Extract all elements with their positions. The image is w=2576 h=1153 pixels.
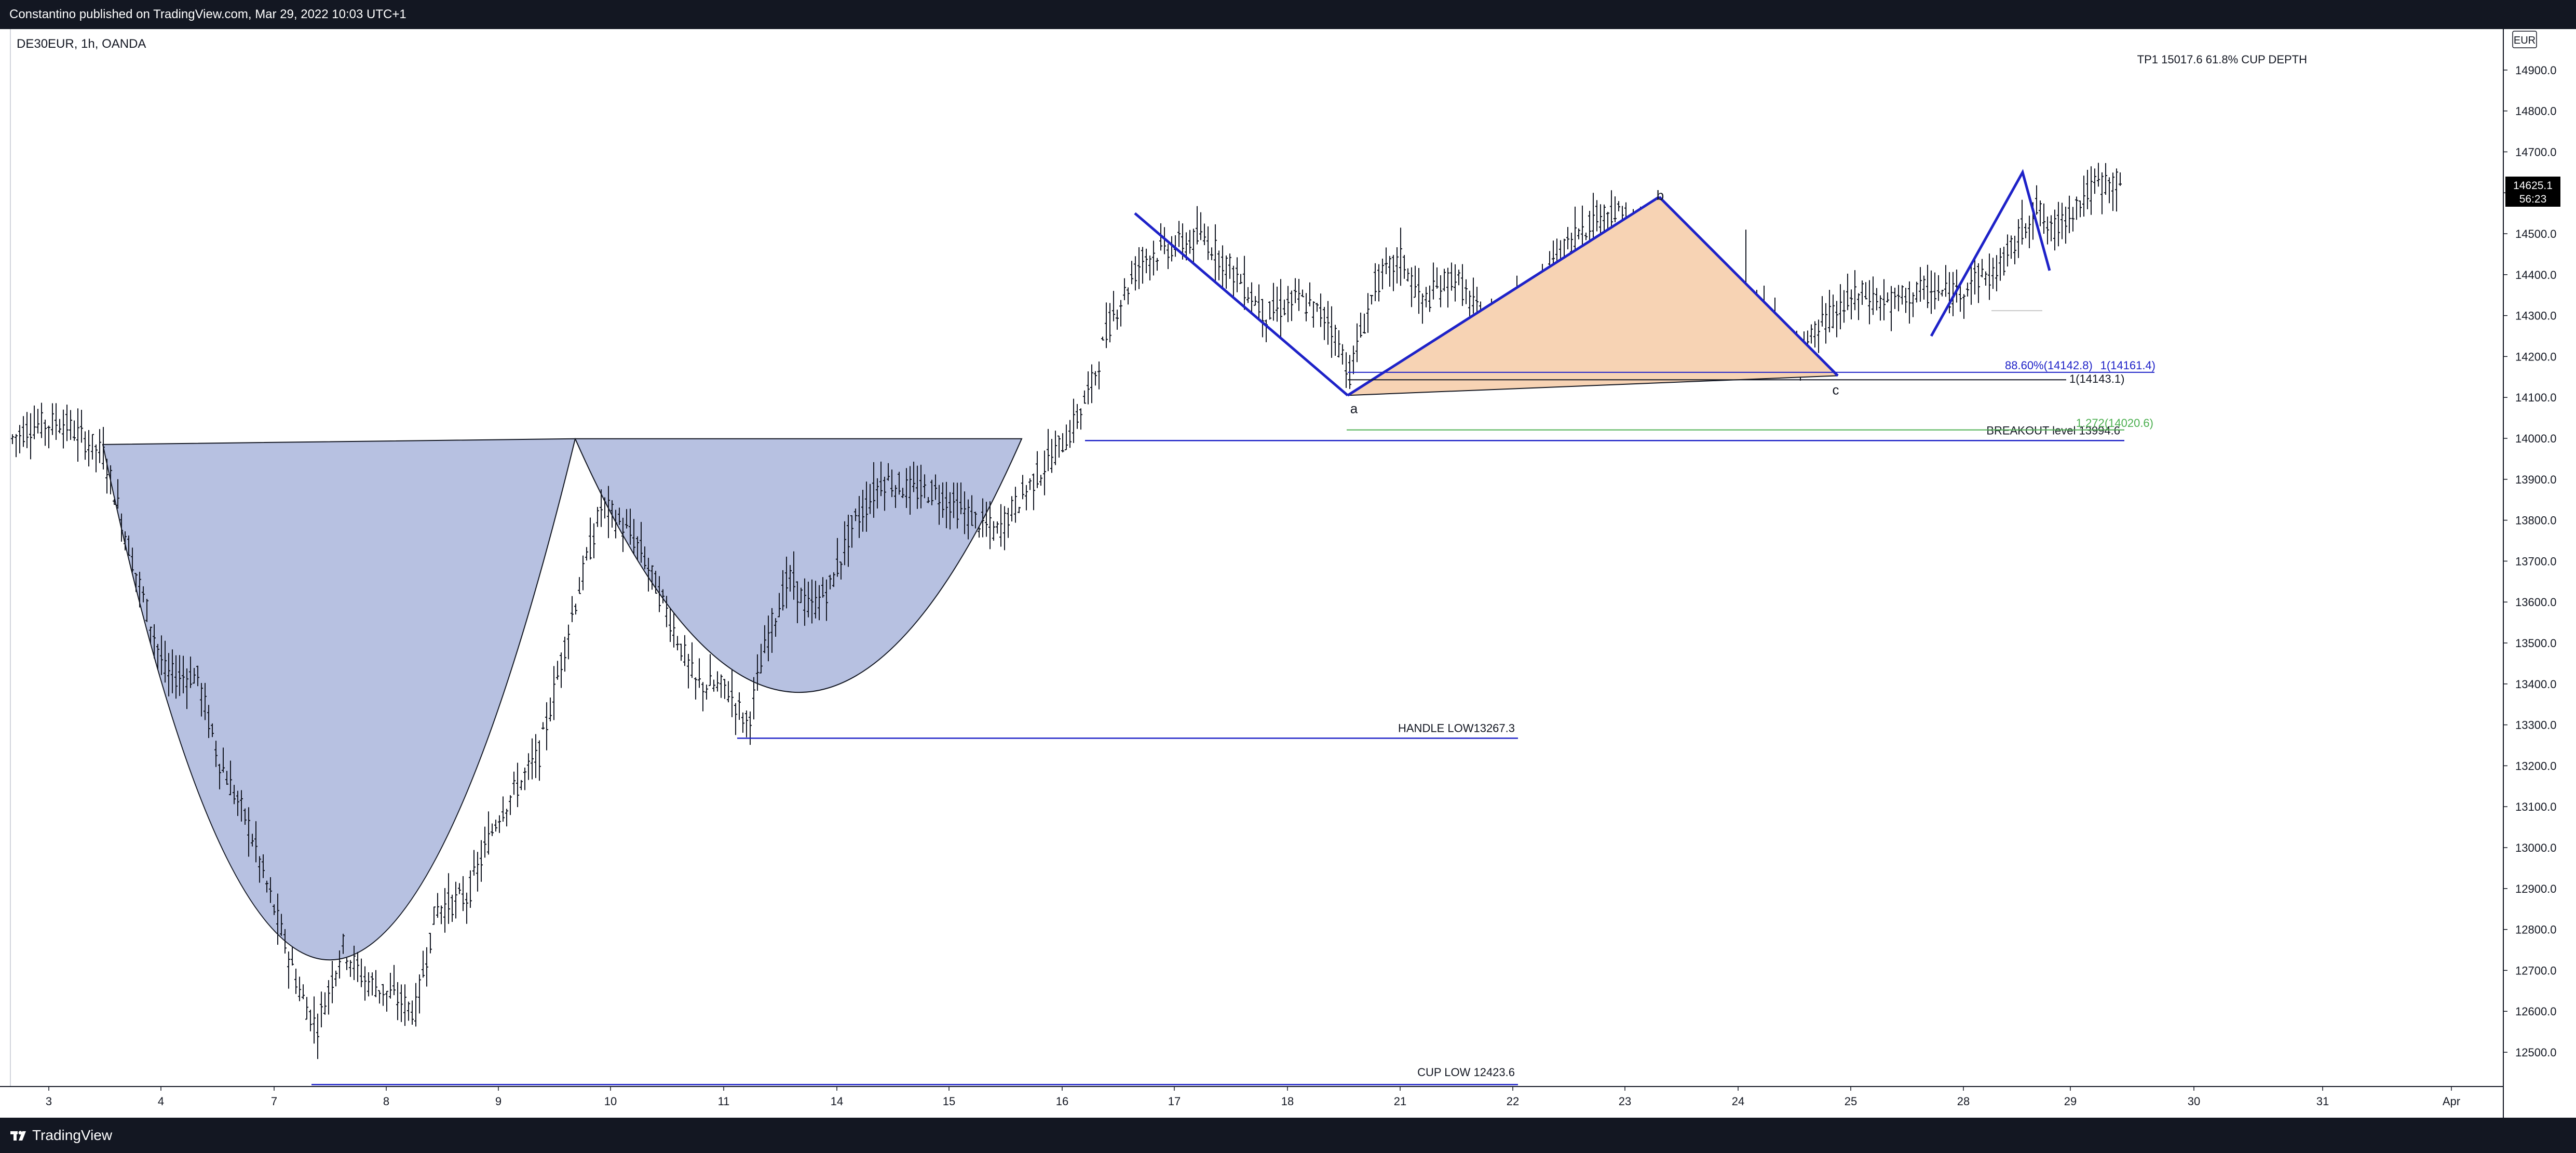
time-tick-label: 22: [1507, 1095, 1519, 1108]
currency-badge-box: [2512, 31, 2537, 48]
wave-x-to-a-line[interactable]: [1134, 212, 1349, 397]
recent-zigzag-line[interactable]: [1930, 169, 2051, 337]
time-tick-label: 9: [495, 1095, 501, 1108]
symbol-title: DE30EUR, 1h, OANDA: [17, 37, 146, 51]
wave-a-label: a: [1350, 400, 1358, 416]
tp1-label: TP1 15017.6 61.8% CUP DEPTH: [2137, 53, 2307, 66]
tradingview-logo-icon: [10, 1131, 26, 1141]
price-tick-label: 14200.0: [2515, 350, 2557, 363]
time-tick-label: 3: [46, 1095, 52, 1108]
footer-brand: TradingView: [32, 1127, 113, 1143]
price-tick-label: 12500.0: [2515, 1046, 2557, 1059]
price-tick-label: 14400.0: [2515, 269, 2557, 281]
time-tick-label: 4: [158, 1095, 164, 1108]
price-tick-label: 13200.0: [2515, 759, 2557, 772]
cup-shape[interactable]: [102, 438, 576, 961]
publish-bar: Constantino published on TradingView.com…: [0, 0, 2576, 29]
price-tick-label: 14100.0: [2515, 391, 2557, 404]
fib-1-label: 1(14143.1): [2069, 372, 2124, 385]
price-tick-label: 12900.0: [2515, 882, 2557, 895]
published-info: Constantino published on TradingView.com…: [9, 7, 406, 21]
time-tick-label: 14: [831, 1095, 843, 1108]
price-tick-label: 13400.0: [2515, 678, 2557, 691]
time-tick-label: 28: [1957, 1095, 1970, 1108]
footer-bar: TradingView: [0, 1118, 2576, 1153]
price-tick-label: 14700.0: [2515, 145, 2557, 158]
price-tick-label: 13500.0: [2515, 637, 2557, 650]
price-tick-label: 13900.0: [2515, 473, 2557, 486]
last-price-value: 14625.1: [2513, 180, 2553, 192]
last-price-label: 14625.1 56:23: [2505, 177, 2560, 207]
time-tick-label: 17: [1168, 1095, 1181, 1108]
price-tick-label: 13700.0: [2515, 555, 2557, 568]
price-tick-label: 13000.0: [2515, 841, 2557, 854]
wave-c-label: c: [1833, 382, 1839, 397]
time-tick-label: 15: [943, 1095, 955, 1108]
price-tick-label: 14900.0: [2515, 64, 2557, 77]
time-tick-label: 24: [1732, 1095, 1744, 1108]
price-tick-label: 14000.0: [2515, 432, 2557, 445]
time-tick-label: 16: [1056, 1095, 1068, 1108]
price-tick-label: 13100.0: [2515, 800, 2557, 813]
fib-ext-label: 1(14161.4): [2100, 359, 2155, 372]
time-tick-label: 7: [271, 1095, 277, 1108]
time-tick-label: 29: [2064, 1095, 2077, 1108]
time-tick-label: 11: [718, 1095, 730, 1108]
wave-b-to-c-line[interactable]: [1658, 196, 1839, 377]
time-tick-label: 31: [2316, 1095, 2329, 1108]
time-tick-label: 23: [1619, 1095, 1631, 1108]
time-tick-label: 8: [383, 1095, 389, 1108]
wave-b-label: b: [1657, 187, 1664, 203]
abc-triangle-fill[interactable]: [1348, 197, 1838, 396]
time-tick-label: 25: [1845, 1095, 1857, 1108]
time-tick-label: 21: [1394, 1095, 1406, 1108]
time-tick-label: Apr: [2443, 1095, 2460, 1108]
price-tick-label: 14800.0: [2515, 105, 2557, 118]
cup-low-label: CUP LOW 12423.6: [1417, 1066, 1515, 1079]
price-tick-label: 14300.0: [2515, 310, 2557, 323]
price-tick-label: 12600.0: [2515, 1005, 2557, 1018]
time-axis[interactable]: 3 4 7 8 9 10 11 14 15 16 17 18 21 22 23 24 25 28 29 30 31 Apr: [46, 1087, 2460, 1108]
currency-label: EUR: [2514, 35, 2536, 46]
price-tick-label: 12800.0: [2515, 923, 2557, 936]
time-tick-label: 30: [2188, 1095, 2200, 1108]
price-tick-label: 14500.0: [2515, 227, 2557, 240]
wave-a-to-b-line[interactable]: [1347, 195, 1660, 397]
price-tick-label: 12700.0: [2515, 964, 2557, 977]
last-price-box: [2505, 177, 2560, 207]
time-tick-label: 18: [1281, 1095, 1294, 1108]
bar-countdown: 56:23: [2519, 193, 2547, 205]
fib-886-label: 88.60%(14142.8): [2005, 359, 2093, 372]
time-tick-label: 10: [604, 1095, 617, 1108]
price-tick-label: 13800.0: [2515, 514, 2557, 527]
price-axis[interactable]: 12500.0 12600.0 12700.0 12800.0 12900.0 13000…: [2503, 64, 2557, 1059]
handle-low-label: HANDLE LOW13267.3: [1398, 721, 1515, 734]
price-tick-label: 13300.0: [2515, 719, 2557, 732]
price-tick-label: 13600.0: [2515, 596, 2557, 609]
fib-1272-label: 1.272(14020.6): [2076, 417, 2153, 430]
a-to-c-line: [1347, 375, 1838, 396]
currency-badge: EUR: [2512, 31, 2537, 48]
